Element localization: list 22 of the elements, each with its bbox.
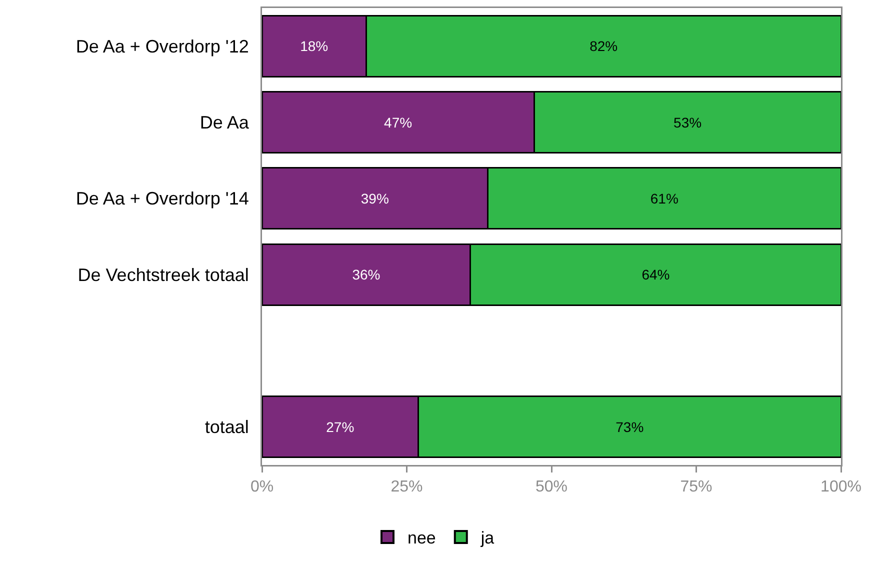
legend-label: nee bbox=[408, 528, 436, 548]
y-tick-label: De Aa bbox=[200, 112, 250, 133]
data-label: 36% bbox=[352, 266, 380, 283]
data-label: 73% bbox=[616, 418, 644, 435]
y-tick-label: De Aa + Overdorp '12 bbox=[76, 36, 249, 56]
y-tick-label: totaal bbox=[204, 417, 249, 438]
data-label: 53% bbox=[674, 114, 702, 130]
data-label: 47% bbox=[384, 114, 412, 130]
x-tick-label: 0% bbox=[250, 478, 274, 496]
x-tick-label: 75% bbox=[680, 478, 712, 496]
data-label: 27% bbox=[326, 418, 354, 435]
x-tick-label: 50% bbox=[535, 478, 568, 496]
x-tick-label: 25% bbox=[390, 478, 423, 496]
data-label: 61% bbox=[650, 190, 678, 206]
data-label: 82% bbox=[590, 38, 618, 54]
y-tick-label: De Aa + Overdorp '14 bbox=[76, 188, 249, 209]
x-tick-label: 100% bbox=[820, 478, 862, 496]
data-label: 64% bbox=[642, 266, 670, 283]
legend-label: ja bbox=[480, 528, 495, 548]
data-label: 39% bbox=[360, 190, 389, 206]
data-label: 18% bbox=[300, 38, 328, 54]
y-tick-label: De Vechtstreek totaal bbox=[78, 264, 249, 285]
